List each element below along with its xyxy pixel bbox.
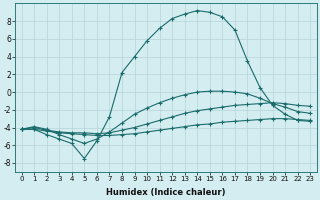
X-axis label: Humidex (Indice chaleur): Humidex (Indice chaleur) <box>106 188 226 197</box>
